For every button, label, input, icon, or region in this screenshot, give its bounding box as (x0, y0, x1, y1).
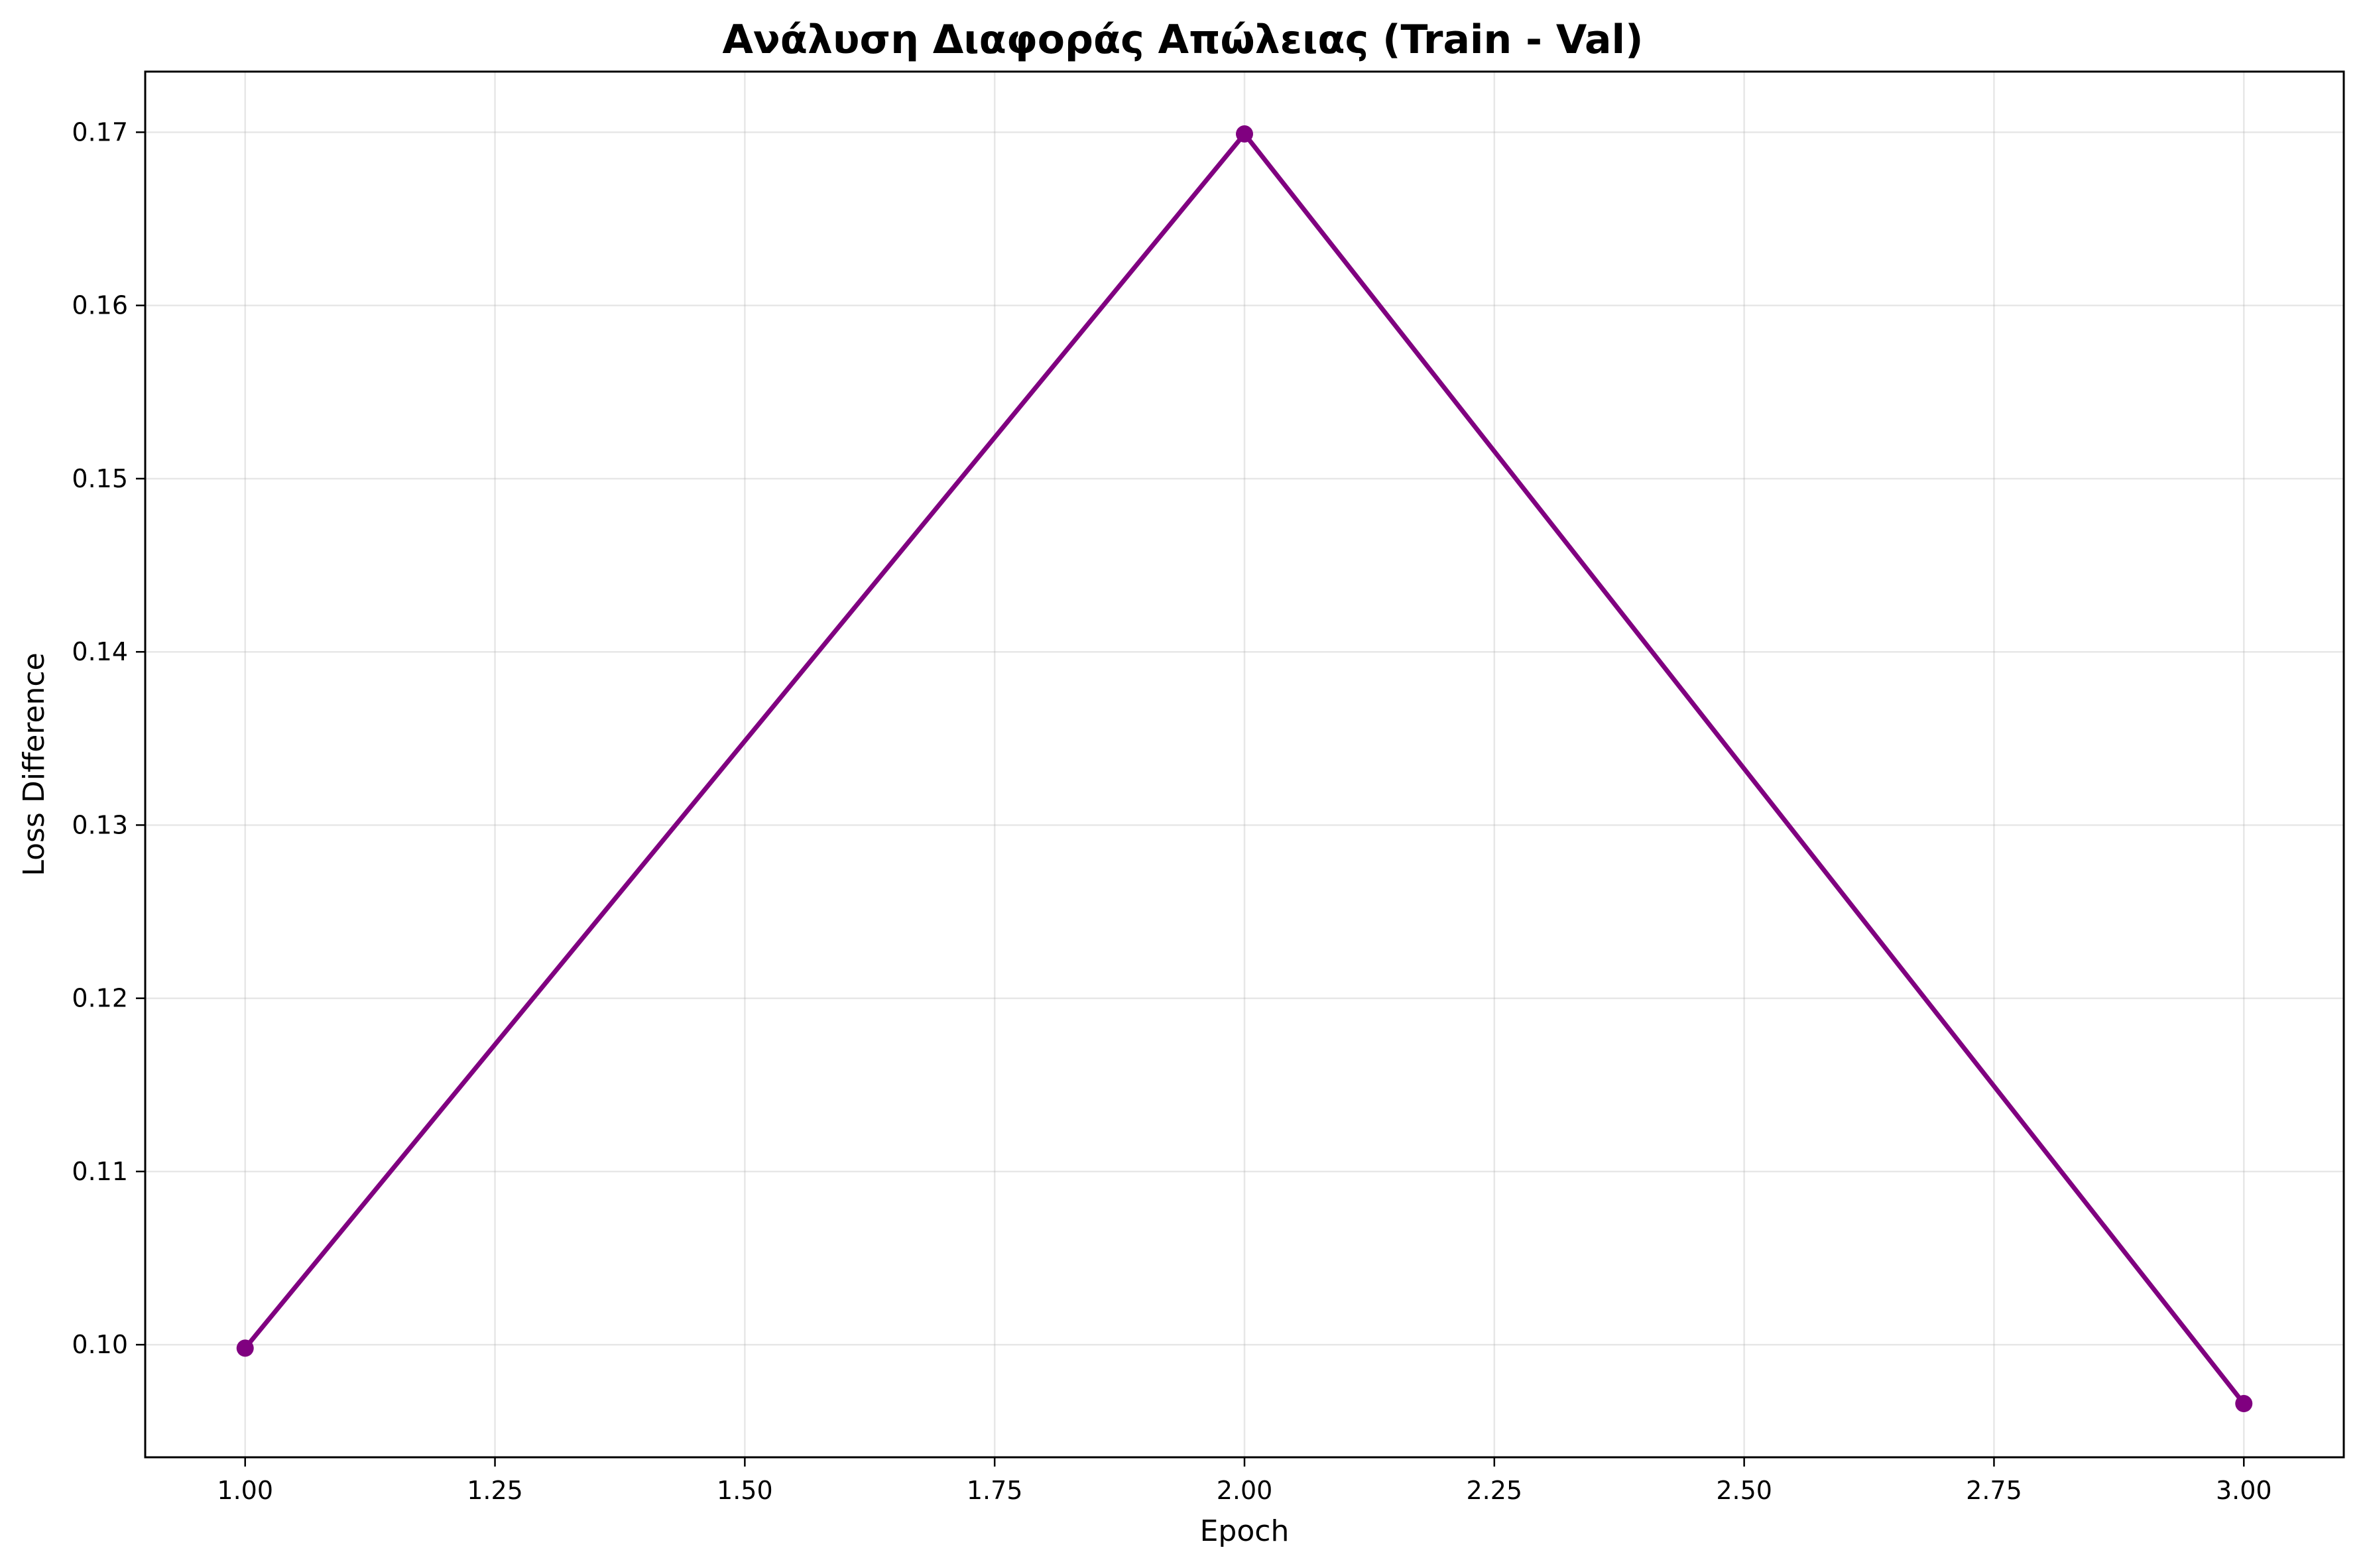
y-tick-label: 0.17 (72, 117, 128, 147)
y-tick-label: 0.16 (72, 291, 128, 320)
x-tick-label: 3.00 (2216, 1476, 2272, 1505)
y-tick-label: 0.14 (72, 637, 128, 666)
y-tick-label: 0.11 (72, 1157, 128, 1186)
x-axis-label: Epoch (1200, 1514, 1290, 1548)
x-tick-label: 2.75 (1966, 1476, 2022, 1505)
x-tick-label: 2.00 (1217, 1476, 1273, 1505)
y-tick-label: 0.10 (72, 1330, 128, 1359)
y-axis-label: Loss Difference (17, 652, 51, 876)
x-tick-label: 1.75 (967, 1476, 1023, 1505)
data-point (2235, 1395, 2253, 1413)
x-tick-label: 1.00 (217, 1476, 273, 1505)
data-point (1236, 125, 1253, 143)
x-tick-label: 2.25 (1467, 1476, 1523, 1505)
data-point (236, 1339, 254, 1357)
x-tick-label: 1.25 (467, 1476, 523, 1505)
y-tick-label: 0.13 (72, 810, 128, 839)
chart-title: Ανάλυση Διαφοράς Απώλειας (Train - Val) (722, 17, 1643, 63)
axis-ticks: 1.00 1.25 1.50 1.75 2.00 2.25 2.50 2.75 3.00 0.10… (72, 117, 2272, 1505)
x-tick-label: 2.50 (1716, 1476, 1772, 1505)
series-layer (236, 125, 2253, 1413)
plot-frame (144, 70, 2345, 1459)
y-tick-label: 0.15 (72, 464, 128, 493)
x-tick-label: 1.50 (717, 1476, 773, 1505)
y-tick-label: 0.12 (72, 984, 128, 1013)
